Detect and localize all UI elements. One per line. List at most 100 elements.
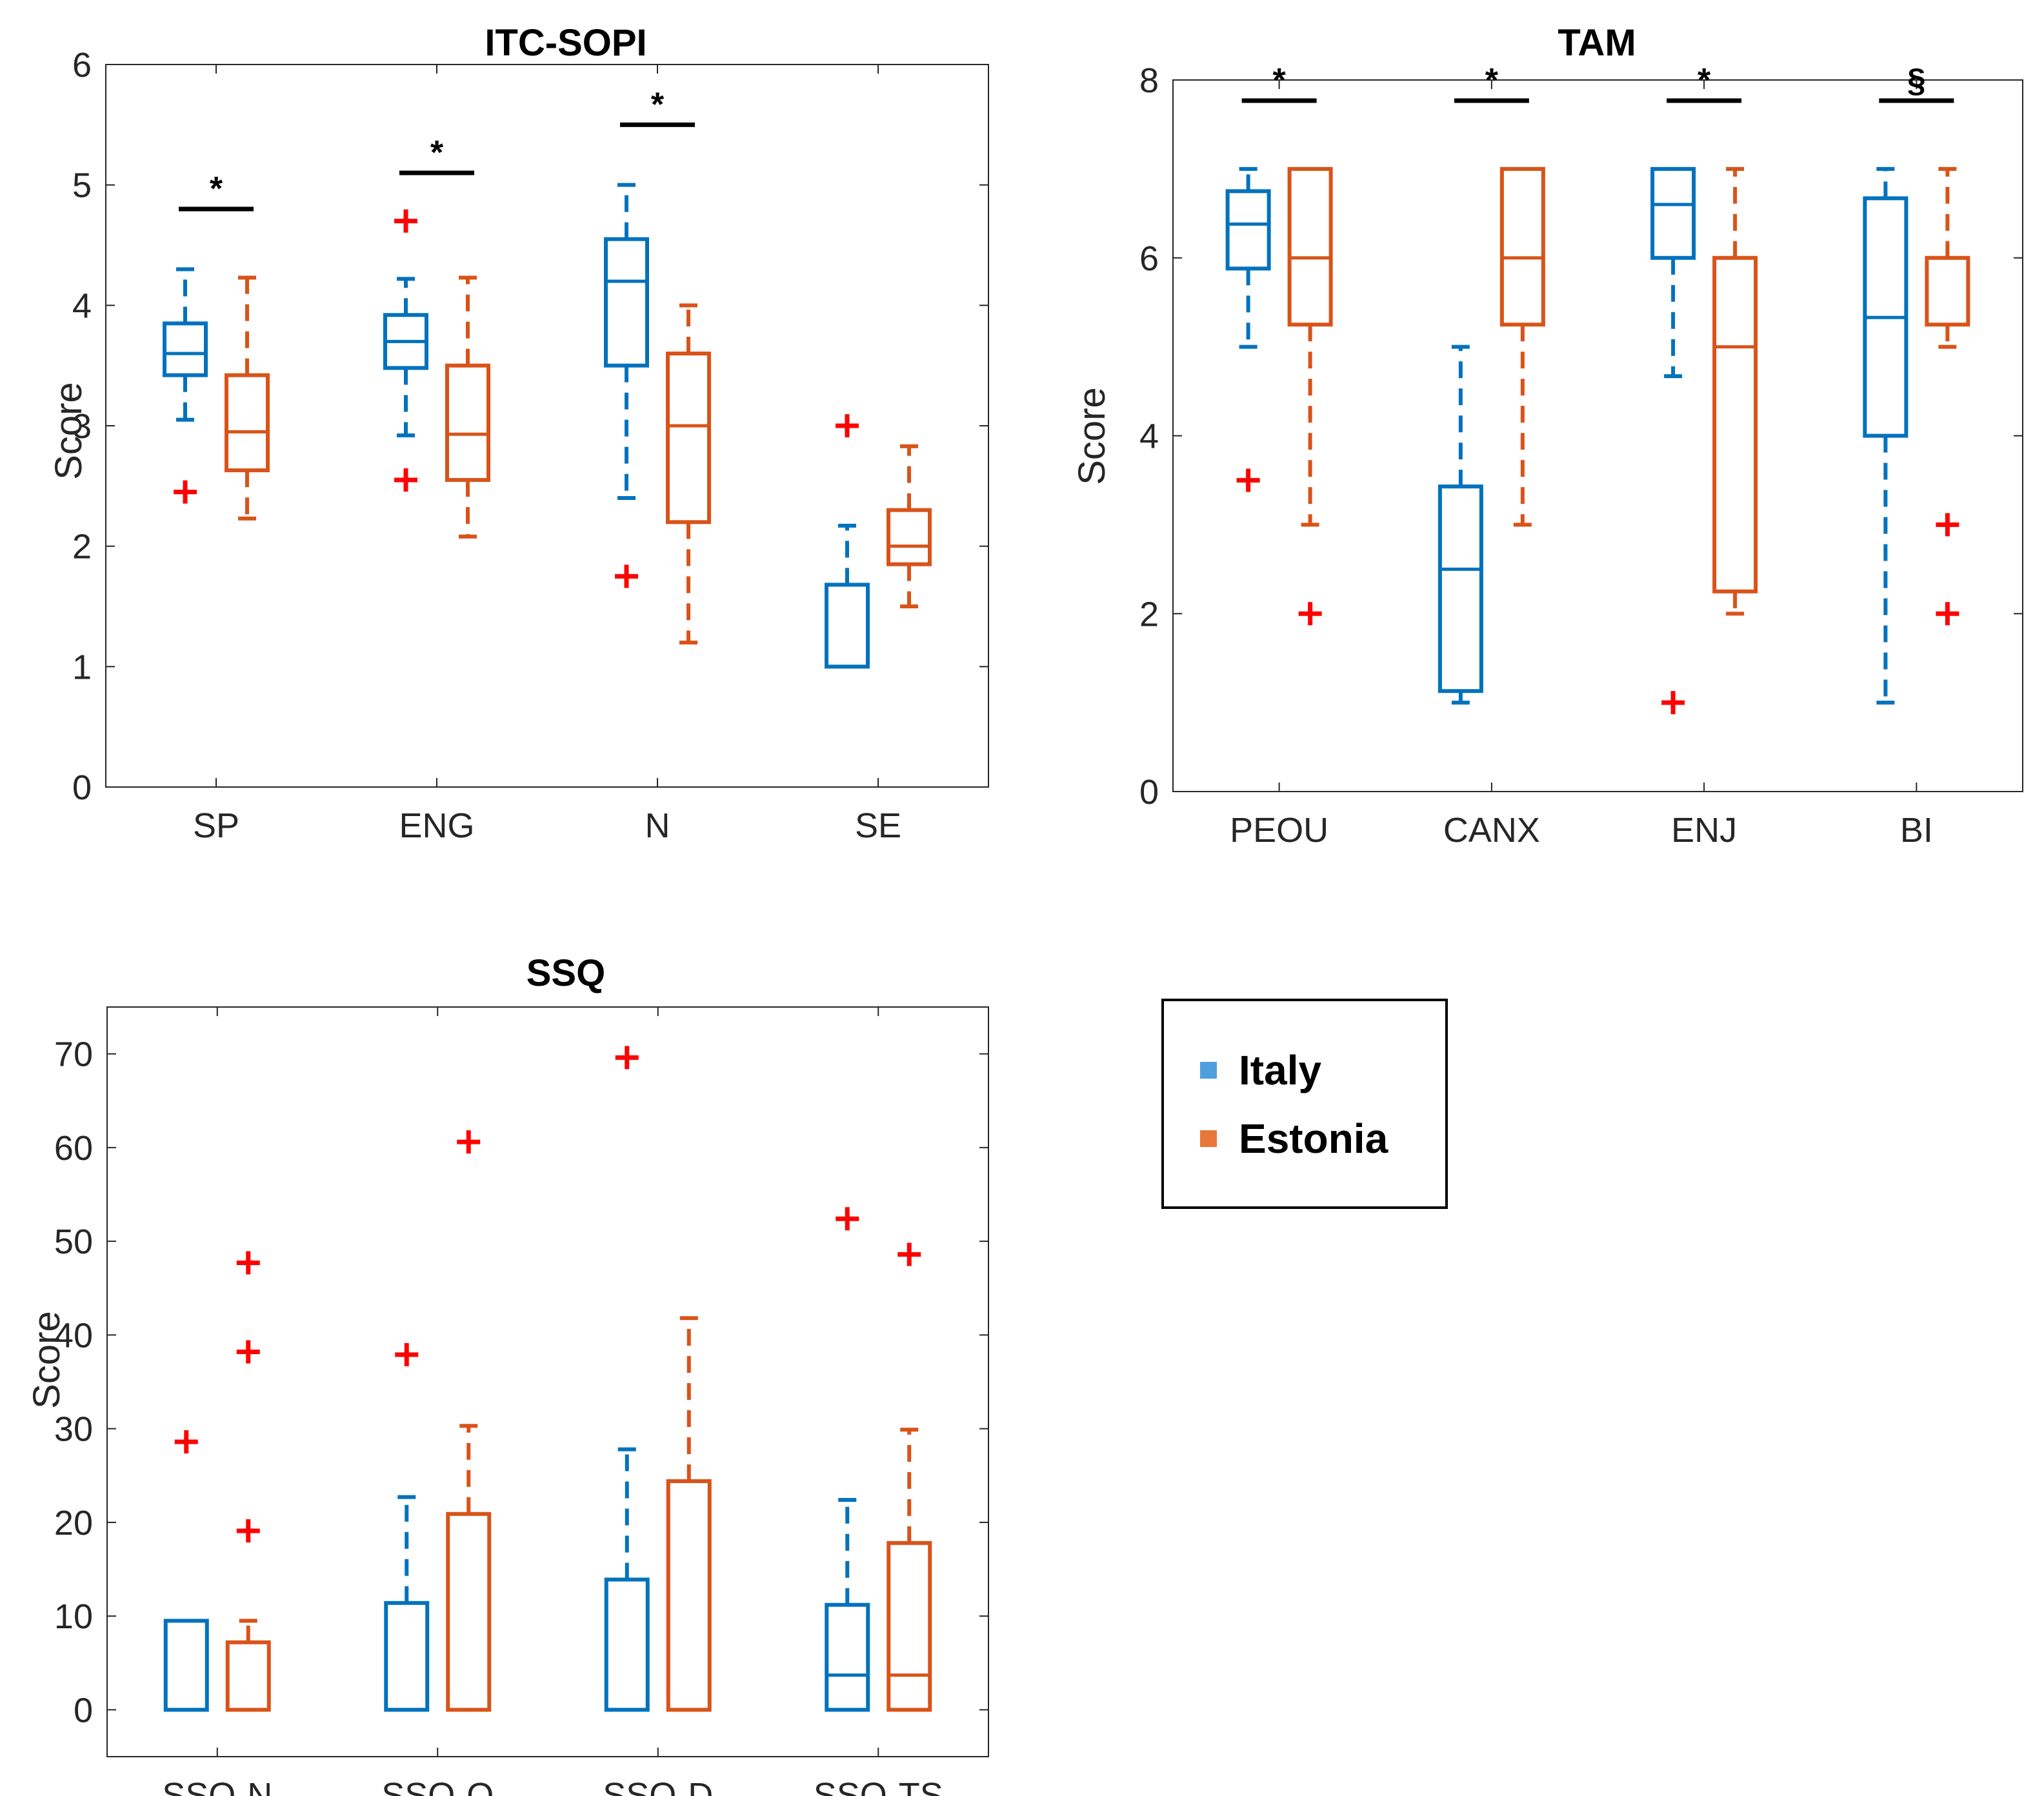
box-iqr bbox=[225, 373, 270, 473]
box-estonia-peou bbox=[1287, 166, 1333, 626]
box-iqr bbox=[887, 1541, 932, 1712]
significance-symbol: * bbox=[651, 86, 665, 123]
significance-symbol: * bbox=[1273, 62, 1287, 99]
x-category-label-sp: SP bbox=[193, 806, 239, 845]
y-tick-label: 1 bbox=[72, 648, 92, 686]
box-estonia-bi bbox=[1925, 166, 1970, 626]
box-estonia-sp bbox=[225, 275, 270, 521]
y-tick-label: 30 bbox=[54, 1410, 93, 1449]
box-italy-enj bbox=[1650, 166, 1696, 715]
outlier-marker bbox=[836, 414, 859, 437]
y-tick-label: 5 bbox=[72, 166, 92, 205]
box-iqr bbox=[1650, 166, 1696, 260]
significance-peou: * bbox=[1241, 62, 1317, 103]
x-category-label-ssq-n: SSQ-N bbox=[162, 1776, 272, 1796]
significance-symbol: * bbox=[430, 134, 444, 172]
panel-itc-sopi: ITC-SOPI Score 0 1 2 3 4 5 6 SP ENG N SE * * * bbox=[48, 22, 989, 845]
outlier-marker bbox=[615, 1046, 639, 1070]
box-iqr bbox=[666, 1479, 712, 1712]
box-italy-ssq-d bbox=[604, 1046, 650, 1712]
y-tick-label: 40 bbox=[54, 1316, 93, 1355]
outlier-marker bbox=[1936, 602, 1959, 626]
panel-title-itc-sopi: ITC-SOPI bbox=[485, 22, 646, 64]
box-iqr bbox=[887, 508, 932, 566]
x-category-label-se: SE bbox=[855, 806, 901, 845]
box-iqr bbox=[384, 1601, 430, 1712]
x-category-label-peou: PEOU bbox=[1230, 811, 1328, 850]
box-estonia-n bbox=[666, 303, 711, 644]
panel-title-ssq: SSQ bbox=[526, 952, 606, 994]
x-category-label-canx: CANX bbox=[1443, 811, 1540, 850]
box-iqr bbox=[1287, 166, 1333, 327]
legend-swatch-estonia bbox=[1200, 1130, 1217, 1147]
box-estonia-ssq-n bbox=[225, 1251, 271, 1712]
x-category-label-ssq-ts: SSQ-TS bbox=[814, 1776, 943, 1796]
y-tick-label: 70 bbox=[54, 1035, 93, 1074]
outlier-marker bbox=[236, 1340, 260, 1364]
outlier-marker bbox=[1936, 513, 1959, 537]
x-category-label-n: N bbox=[645, 806, 670, 845]
box-italy-sp bbox=[163, 267, 208, 504]
y-tick-label: 10 bbox=[54, 1597, 93, 1636]
y-tick-label: 2 bbox=[72, 528, 92, 566]
box-italy-ssq-n bbox=[163, 1430, 209, 1712]
panel-tam: TAM Score 0 2 4 6 8 PEOU CANX ENJ BI * * * § bbox=[1071, 22, 2023, 850]
box-estonia-se bbox=[887, 444, 932, 608]
significance-eng: * bbox=[399, 134, 474, 175]
y-axis-label-ssq: Score bbox=[26, 1311, 68, 1409]
y-tick-label: 3 bbox=[72, 407, 92, 446]
outlier-marker bbox=[1298, 602, 1322, 626]
legend-swatch-italy bbox=[1200, 1062, 1217, 1079]
x-category-label-eng: ENG bbox=[399, 806, 474, 845]
y-tick-label: 20 bbox=[54, 1504, 93, 1542]
y-tick-label: 6 bbox=[1139, 239, 1159, 278]
y-axis-label-itc-sopi: Score bbox=[48, 382, 90, 480]
panel-title-tam: TAM bbox=[1558, 22, 1636, 64]
legend-item-estonia: Estonia bbox=[1200, 1115, 1388, 1162]
box-italy-bi bbox=[1863, 166, 1909, 705]
outlier-marker bbox=[174, 1430, 198, 1453]
box-iqr bbox=[225, 1640, 271, 1712]
y-tick-label: 50 bbox=[54, 1222, 93, 1261]
significance-symbol: § bbox=[1907, 62, 1926, 99]
box-italy-eng bbox=[383, 209, 428, 492]
significance-enj: * bbox=[1667, 62, 1742, 103]
significance-canx: * bbox=[1454, 62, 1529, 103]
significance-bi: § bbox=[1879, 62, 1954, 103]
outlier-marker bbox=[394, 468, 417, 492]
significance-n: * bbox=[620, 86, 695, 127]
box-estonia-eng bbox=[445, 275, 490, 539]
box-iqr bbox=[1438, 484, 1483, 693]
box-iqr bbox=[445, 363, 490, 483]
plot-area-itc-sopi: 0 1 2 3 4 5 6 SP ENG N SE * * * bbox=[72, 46, 989, 845]
outlier-marker bbox=[236, 1251, 260, 1275]
box-iqr bbox=[825, 583, 870, 669]
legend-label-estonia: Estonia bbox=[1239, 1115, 1388, 1162]
box-iqr bbox=[604, 237, 649, 368]
y-tick-label: 60 bbox=[54, 1129, 93, 1168]
x-category-label-ssq-d: SSQ-D bbox=[603, 1776, 713, 1796]
x-category-label-bi: BI bbox=[1900, 811, 1933, 850]
outlier-marker bbox=[236, 1519, 260, 1542]
box-iqr bbox=[163, 1619, 209, 1712]
significance-symbol: * bbox=[210, 170, 223, 208]
y-tick-label: 0 bbox=[74, 1691, 93, 1730]
outlier-marker bbox=[457, 1130, 481, 1154]
outlier-marker bbox=[1661, 691, 1685, 715]
box-italy-peou bbox=[1225, 166, 1271, 492]
outlier-marker bbox=[1236, 468, 1260, 492]
box-italy-ssq-ts bbox=[825, 1207, 870, 1712]
box-iqr bbox=[604, 1577, 650, 1712]
legend: Italy Estonia bbox=[1161, 999, 1448, 1209]
outlier-marker bbox=[615, 564, 638, 588]
box-italy-se bbox=[825, 414, 870, 669]
x-category-label-enj: ENJ bbox=[1671, 811, 1737, 850]
box-estonia-ssq-ts bbox=[887, 1242, 932, 1712]
y-tick-label: 8 bbox=[1139, 61, 1159, 100]
y-tick-label: 4 bbox=[72, 286, 92, 325]
box-italy-ssq-o bbox=[384, 1342, 430, 1712]
panel-ssq: SSQ Score 0 10 20 30 40 50 60 70 SSQ-N SSQ-O SSQ-D… bbox=[26, 952, 989, 1796]
y-tick-label: 0 bbox=[72, 768, 92, 807]
plot-area-tam: 0 2 4 6 8 PEOU CANX ENJ BI * * * § bbox=[1139, 61, 2023, 850]
